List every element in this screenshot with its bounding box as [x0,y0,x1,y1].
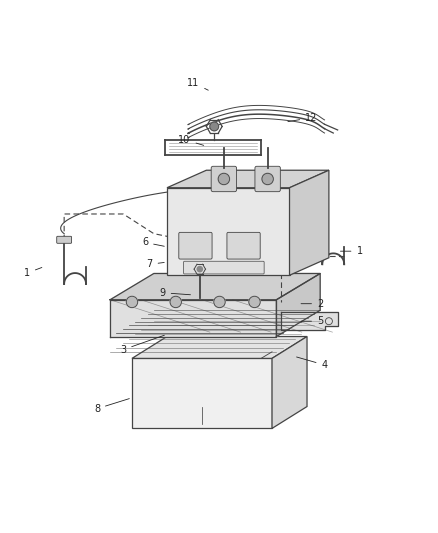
FancyBboxPatch shape [226,232,260,259]
Text: 12: 12 [287,112,317,123]
Circle shape [126,296,138,308]
FancyBboxPatch shape [254,166,280,192]
Circle shape [213,296,225,308]
Text: 8: 8 [94,399,129,414]
Circle shape [248,296,260,308]
Text: 1: 1 [339,246,362,256]
Text: 4: 4 [296,357,327,370]
Circle shape [261,173,273,184]
Text: 1: 1 [24,268,42,278]
Text: 6: 6 [142,237,164,247]
Text: 3: 3 [120,335,164,354]
Text: 7: 7 [146,260,164,269]
Circle shape [218,173,229,184]
Polygon shape [289,170,328,275]
Polygon shape [110,300,276,336]
Polygon shape [280,312,337,330]
Text: 2: 2 [300,298,322,309]
Circle shape [209,122,218,131]
FancyBboxPatch shape [211,166,236,192]
FancyBboxPatch shape [183,261,264,274]
Polygon shape [132,336,306,358]
Polygon shape [110,273,319,300]
Polygon shape [166,170,328,188]
Polygon shape [272,336,306,429]
Text: 5: 5 [300,316,322,326]
Polygon shape [166,188,289,275]
Polygon shape [132,358,272,429]
Text: 9: 9 [159,288,190,298]
Polygon shape [276,273,319,336]
FancyBboxPatch shape [57,236,71,243]
FancyBboxPatch shape [178,232,212,259]
Text: 10: 10 [178,135,203,146]
Circle shape [170,296,181,308]
Text: 11: 11 [187,78,208,90]
Circle shape [197,266,202,272]
